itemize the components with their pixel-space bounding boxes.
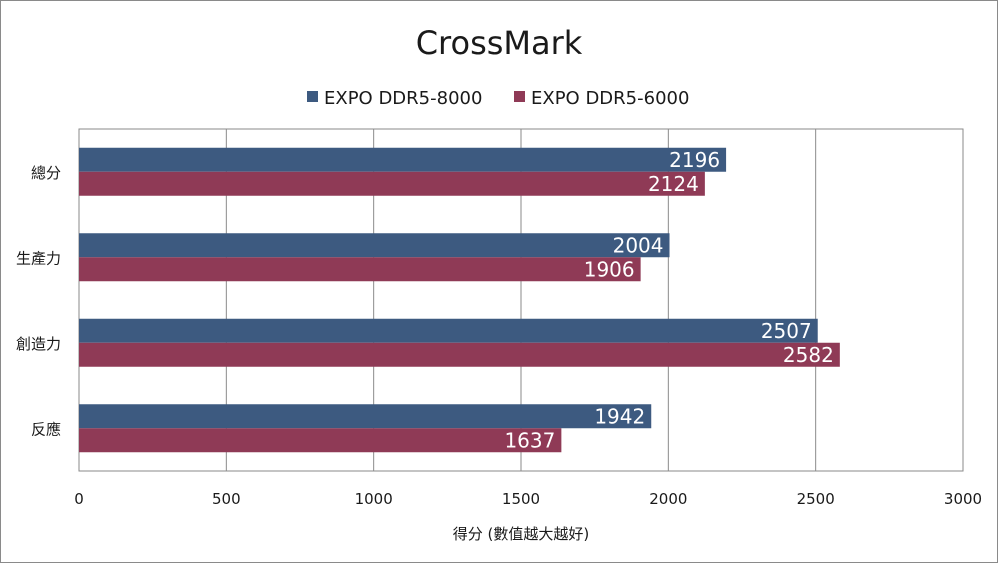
data-label: 2124 — [648, 172, 699, 196]
bar — [79, 318, 818, 343]
bar — [79, 342, 840, 367]
legend-swatch — [307, 91, 318, 102]
data-label: 1637 — [504, 428, 555, 452]
x-tick-label: 1500 — [502, 490, 540, 508]
bar — [79, 257, 641, 282]
bar — [79, 404, 652, 429]
data-label: 1942 — [594, 404, 645, 428]
data-label: 2004 — [613, 233, 664, 257]
data-label: 1906 — [584, 257, 635, 281]
legend-label: EXPO DDR5-8000 — [324, 88, 482, 109]
x-axis-ticks: 0 500 1000 1500 2000 2500 3000 — [74, 490, 982, 508]
legend: EXPO DDR5-8000 EXPO DDR5-6000 — [307, 88, 689, 109]
legend-swatch — [514, 91, 525, 102]
x-tick-label: 500 — [212, 490, 241, 508]
data-label: 2196 — [669, 148, 720, 172]
bar — [79, 171, 705, 196]
x-tick-label: 2500 — [797, 490, 835, 508]
x-tick-label: 0 — [74, 490, 84, 508]
bar — [79, 428, 562, 453]
legend-label: EXPO DDR5-6000 — [531, 88, 689, 109]
bar — [79, 147, 727, 172]
bar — [79, 233, 670, 258]
chart-title: CrossMark — [416, 24, 583, 62]
x-tick-label: 1000 — [355, 490, 393, 508]
x-tick-label: 3000 — [944, 490, 982, 508]
category-label: 總分 — [31, 164, 61, 182]
x-tick-label: 2000 — [649, 490, 687, 508]
category-label: 反應 — [31, 420, 61, 438]
category-label: 生產力 — [16, 249, 61, 267]
data-label: 2582 — [783, 343, 834, 367]
category-label: 創造力 — [16, 335, 61, 353]
data-label: 2507 — [761, 319, 812, 343]
x-axis-label: 得分 (數值越大越好) — [453, 525, 589, 543]
